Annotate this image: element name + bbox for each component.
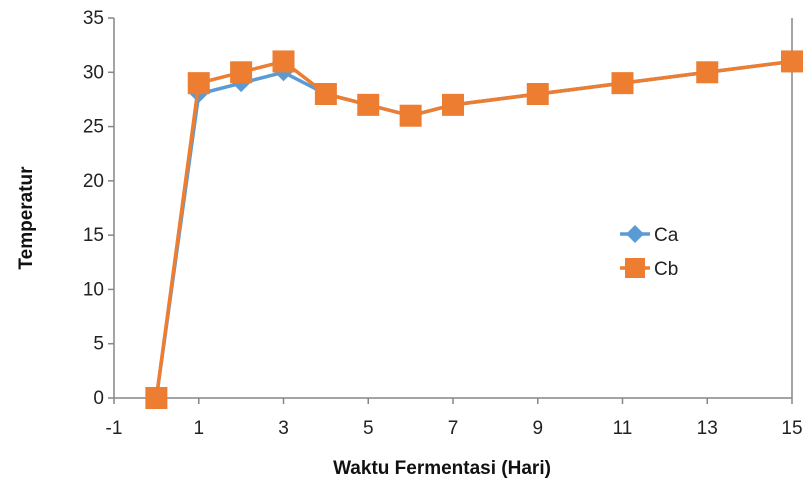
series-line-ca	[154, 59, 793, 399]
series-line-cb	[154, 59, 793, 399]
x-tick-label: 7	[448, 418, 459, 439]
x-tick-label: 13	[697, 418, 718, 439]
y-tick-label: 5	[93, 334, 104, 355]
x-tick-label: -1	[106, 418, 123, 439]
data-point	[399, 104, 422, 127]
x-tick-label: 5	[363, 418, 374, 439]
x-tick-label: 11	[613, 418, 633, 439]
y-tick-label: 25	[83, 117, 104, 138]
y-axis-title: Temperatur	[16, 166, 37, 270]
axes	[108, 17, 793, 404]
data-point	[272, 50, 295, 73]
legend: Ca Cb	[620, 225, 679, 280]
x-tick-label: 9	[532, 418, 543, 439]
series-cb	[145, 50, 803, 409]
data-point	[314, 83, 337, 105]
data-point	[230, 61, 253, 84]
data-point	[357, 93, 380, 116]
data-point	[696, 61, 719, 84]
legend-marker	[625, 258, 645, 278]
x-tick-label: 15	[781, 418, 802, 439]
y-tick-label: 0	[93, 388, 104, 409]
data-point	[145, 387, 168, 409]
x-tick-label: 1	[193, 418, 204, 439]
x-tick-label: 3	[278, 418, 289, 439]
data-point	[781, 50, 803, 73]
series-layer	[145, 50, 803, 409]
y-tick-label: 20	[83, 171, 104, 192]
series-ca	[147, 52, 801, 407]
data-point	[442, 93, 464, 116]
y-tick-label: 15	[83, 225, 104, 246]
data-point	[187, 72, 210, 95]
legend-item-cb: Cb	[620, 258, 678, 280]
legend-label: Cb	[654, 259, 678, 280]
x-axis-title: Waktu Fermentasi (Hari)	[333, 458, 551, 479]
legend-label: Ca	[654, 225, 679, 246]
data-point	[526, 83, 549, 105]
y-tick-label: 35	[83, 8, 104, 29]
legend-marker	[626, 225, 644, 243]
y-tick-label: 30	[83, 62, 104, 83]
y-tick-label: 10	[83, 279, 104, 300]
legend-item-ca: Ca	[620, 225, 679, 246]
data-point	[611, 72, 634, 95]
